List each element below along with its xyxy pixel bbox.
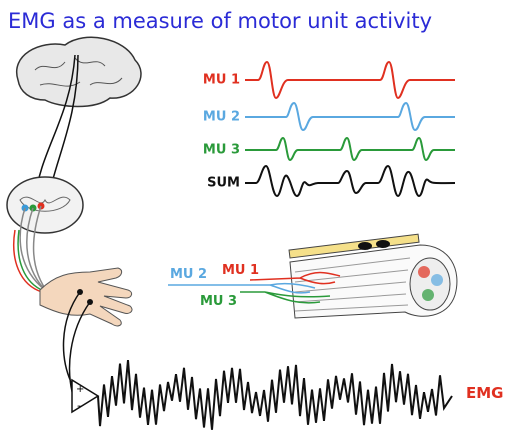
trace-label: MU 1 — [203, 73, 240, 88]
title: EMG as a measure of motor unit activity — [8, 9, 432, 33]
muscle-section — [410, 258, 450, 310]
unit-area — [422, 289, 434, 301]
axon — [18, 230, 44, 291]
emg-label: EMG — [466, 384, 504, 402]
mu1-trace — [245, 62, 455, 98]
mu3-trace — [245, 138, 455, 160]
minus-sign: - — [77, 399, 81, 412]
electrode-pad — [358, 242, 372, 250]
hand — [40, 268, 132, 326]
spinal-cord — [7, 177, 83, 233]
plus-sign: + — [76, 384, 84, 395]
unit-area — [431, 274, 443, 286]
emg-trace — [98, 360, 452, 430]
trace-label: MU 2 — [203, 110, 240, 125]
brain — [17, 37, 141, 106]
trace-label: MU 3 — [203, 143, 240, 158]
muscle-label: MU 2 — [170, 267, 207, 282]
muscle-label: MU 3 — [200, 294, 237, 309]
sum-trace — [245, 166, 455, 196]
muscle-label: MU 1 — [222, 263, 259, 278]
electrode-pad — [376, 240, 390, 248]
trace-label: SUM — [207, 176, 240, 191]
unit-area — [418, 266, 430, 278]
mu2-trace — [245, 103, 455, 130]
diagram: EMG as a measure of motor unit activity … — [0, 0, 513, 444]
